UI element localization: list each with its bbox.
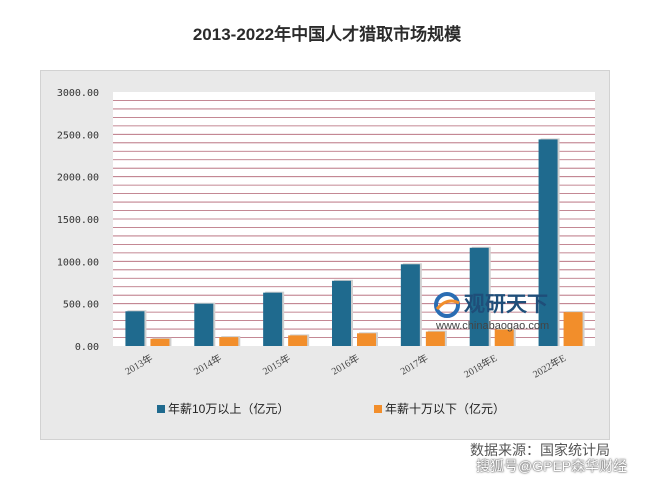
chart-title: 2013-2022年中国人才猎取市场规模: [192, 25, 462, 44]
x-tick-label: 2014年: [191, 351, 223, 377]
bar-series-2: [150, 338, 170, 346]
x-tick-label: 2016年: [329, 351, 361, 377]
bar-series-1: [332, 280, 351, 346]
legend-label-series-1: 年薪10万以上（亿元）: [168, 401, 289, 416]
bar-series-2: [425, 331, 445, 346]
bar-series-2: [288, 335, 308, 346]
bars: [125, 138, 585, 346]
y-tick-label: 2000.00: [57, 173, 99, 184]
y-tick-label: 2500.00: [57, 130, 99, 141]
bar-series-1: [263, 292, 283, 346]
y-tick-label: 0.00: [75, 342, 99, 353]
bar-chart: 0.00 500.00 1000.00 1500.00 2000.00 2500.00 30…: [57, 88, 595, 416]
y-tick-label: 500.00: [63, 300, 99, 311]
bar-series-1: [538, 139, 558, 346]
bar-series-2: [494, 329, 514, 346]
x-tick-label: 2017年: [398, 351, 430, 377]
legend-swatch-series-2: [374, 405, 382, 413]
bar-series-2: [357, 333, 376, 346]
logo-url: www.chinabaogao.com: [435, 320, 549, 332]
source-note: 数据来源：国家统计局: [470, 442, 610, 458]
logo-swirl-accent-icon: [435, 299, 460, 310]
bar-series-2: [219, 337, 239, 346]
bar-series-2: [563, 312, 583, 346]
bar-series-1: [400, 264, 420, 346]
x-tick-label: 2022年E: [530, 351, 568, 380]
y-tick-label: 1000.00: [57, 257, 99, 268]
bar-series-1: [194, 303, 214, 346]
legend-swatch-series-1: [157, 405, 165, 413]
x-tick-label: 2018年E: [461, 351, 499, 380]
platform-watermark: 搜狐号@GPEP森华财经: [476, 458, 628, 474]
y-tick-label: 1500.00: [57, 215, 99, 226]
legend-label-series-2: 年薪十万以下（亿元）: [385, 401, 505, 416]
x-axis: 2013年 2014年 2015年 2016年 2017年 2018年E 2022年E: [122, 351, 568, 380]
grid-lines: [113, 100, 595, 338]
watermark-logo: 观研天下 www.chinabaogao.com: [434, 292, 549, 332]
legend: 年薪10万以上（亿元） 年薪十万以下（亿元）: [157, 401, 505, 416]
bar-series-1: [469, 247, 489, 346]
logo-swirl-icon: [434, 292, 460, 318]
y-tick-label: 3000.00: [57, 88, 99, 99]
logo-name: 观研天下: [464, 292, 548, 316]
x-tick-label: 2015年: [260, 351, 292, 377]
x-tick-label: 2013年: [122, 351, 154, 377]
y-axis: 0.00 500.00 1000.00 1500.00 2000.00 2500.00 30…: [57, 88, 99, 353]
chart-frame: 0.00 500.00 1000.00 1500.00 2000.00 2500.00 30…: [40, 70, 610, 440]
bar-series-1: [125, 311, 145, 346]
